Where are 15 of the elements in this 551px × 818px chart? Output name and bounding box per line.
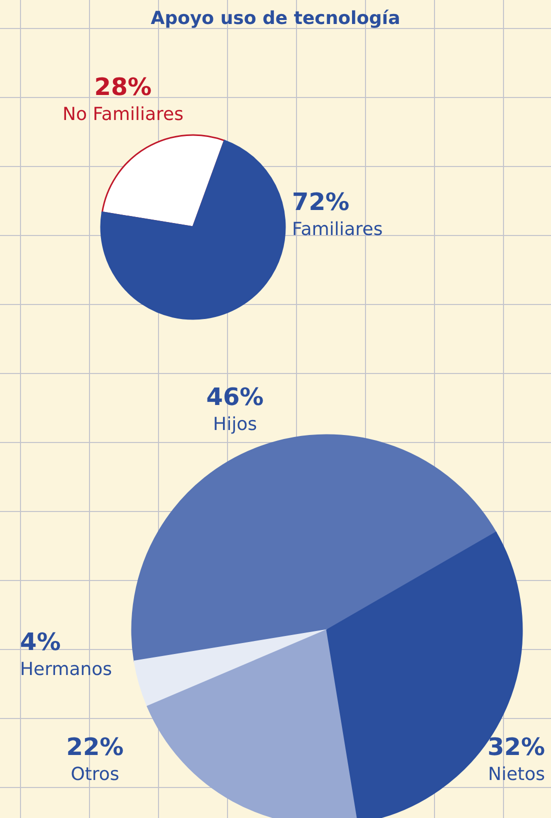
- data-label: 32%: [488, 733, 545, 761]
- slice-label: Otros: [70, 764, 120, 785]
- data-label: 22%: [66, 733, 124, 761]
- data-label: 46%: [206, 383, 264, 411]
- slice-label: Hijos: [213, 414, 257, 435]
- slice-label: No Familiares: [62, 104, 184, 125]
- data-label: 4%: [20, 628, 61, 656]
- data-label: 72%: [292, 188, 350, 216]
- slice-label: Nietos: [488, 764, 545, 785]
- pie-slice: [100, 140, 286, 320]
- pie-slice: [101, 134, 226, 228]
- slice-label: Hermanos: [20, 659, 112, 680]
- data-label: 28%: [94, 73, 152, 101]
- slice-label: Familiares: [292, 219, 383, 240]
- chart-title: Apoyo uso de tecnología: [150, 8, 402, 29]
